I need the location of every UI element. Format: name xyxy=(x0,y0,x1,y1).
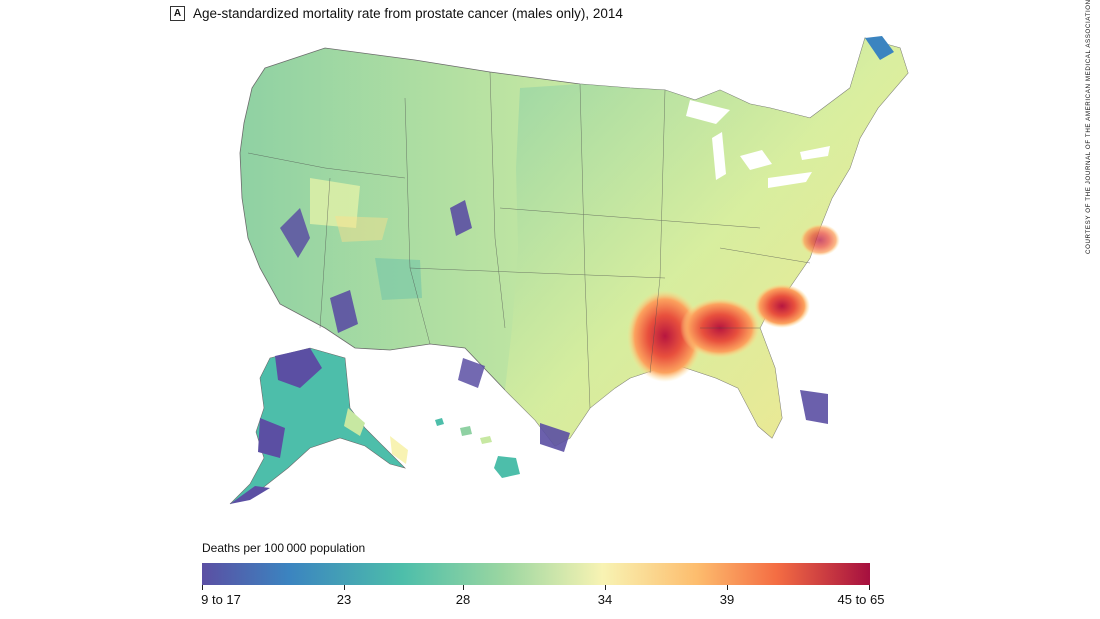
legend-label-23: 23 xyxy=(336,592,352,607)
legend-tick xyxy=(869,585,870,590)
legend-title: Deaths per 100 000 population xyxy=(202,541,366,555)
figure-header: A Age-standardized mortality rate from p… xyxy=(170,6,623,21)
legend-label-39: 39 xyxy=(719,592,735,607)
page-title: Age-standardized mortality rate from pro… xyxy=(193,5,623,21)
panel-label: A xyxy=(170,6,185,21)
legend-label-max: 45 to 65 xyxy=(837,592,885,607)
legend-color-bar xyxy=(202,563,870,585)
source-credit: COURTESY OF THE JOURNAL OF THE AMERICAN … xyxy=(1085,0,1092,254)
legend-label-min: 9 to 17 xyxy=(201,592,241,607)
us-map-icon xyxy=(239,36,909,452)
alaska-icon xyxy=(229,347,408,505)
legend-tick xyxy=(344,585,345,590)
legend-tick xyxy=(463,585,464,590)
legend-label-34: 34 xyxy=(597,592,613,607)
legend-tick xyxy=(202,585,203,590)
county-choropleth-map xyxy=(229,36,909,505)
legend-tick xyxy=(605,585,606,590)
legend-label-28: 28 xyxy=(455,592,471,607)
legend-tick xyxy=(727,585,728,590)
hawaii-icon xyxy=(435,418,520,478)
